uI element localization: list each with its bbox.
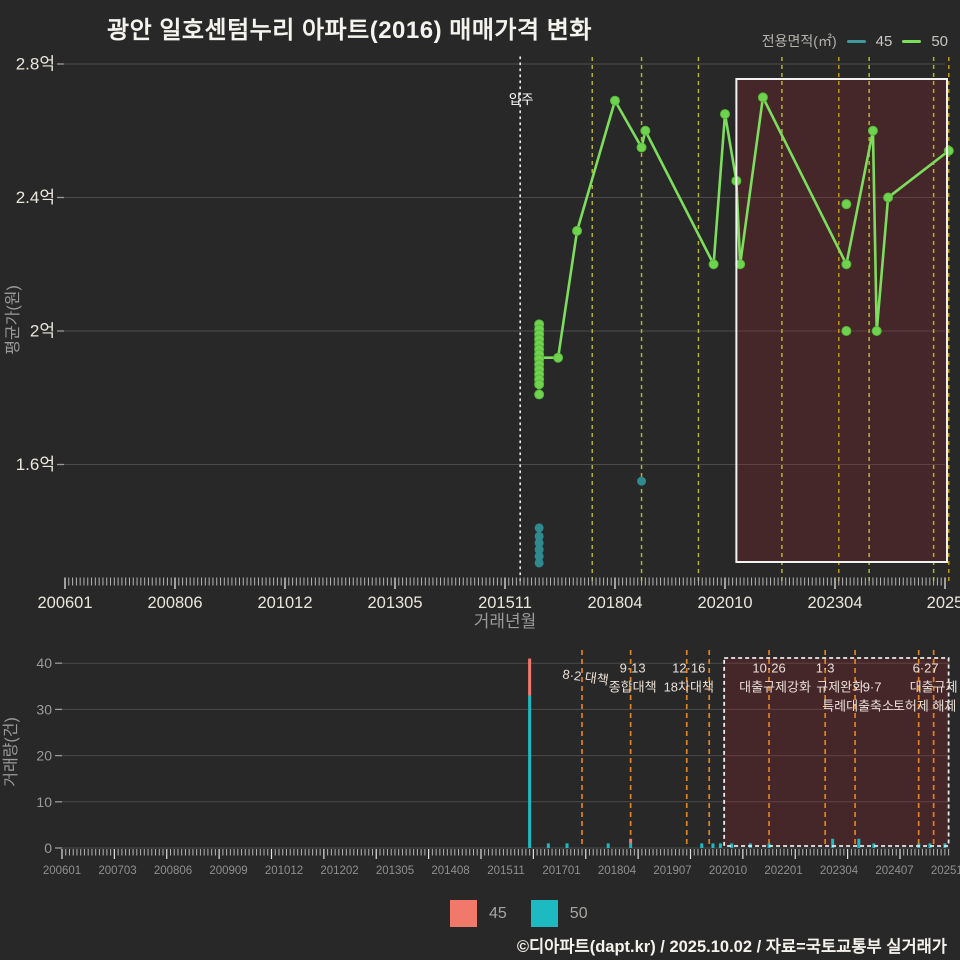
price-highlight-box-border: [735, 78, 949, 563]
volume-xtick: 200806: [154, 865, 192, 877]
price-scatter-45: [534, 476, 647, 568]
price-ytick: 2.4억: [16, 188, 55, 207]
volume-xtick: 201202: [320, 865, 358, 877]
policy-annotation: 18차대책: [664, 680, 714, 695]
svg-text:거래량(건): 거래량(건): [2, 717, 20, 787]
volume-xtick: 202304: [820, 865, 859, 877]
volume-xtick: 202010: [709, 865, 747, 877]
volume-policy-lines: [581, 650, 935, 848]
price-xtick: 200806: [147, 594, 202, 612]
policy-annotation: 9·7: [863, 680, 882, 695]
price-xtick: 200601: [37, 594, 92, 612]
volume-xtick: 201511: [487, 865, 525, 877]
volume-ytick: 20: [36, 748, 52, 764]
price-xtick: 201012: [257, 594, 312, 612]
volume-ytick: 30: [36, 701, 52, 717]
price-xtick: 201511: [478, 594, 532, 612]
price-xlabel: 거래년월: [474, 612, 537, 631]
volume-xtick: 200703: [98, 865, 136, 877]
price-xtick: 2025: [927, 594, 960, 612]
price-highlight-box-fill: [736, 79, 947, 562]
volume-xtick: 200909: [209, 865, 247, 877]
policy-annotation: 대출규제강화: [739, 680, 811, 695]
legend-top-item-45: 45: [875, 32, 893, 50]
volume-annotations: 8·2 대책 9·13 종합대책 12·16 18차대책 10·26 대출규제강화 1·3 규제…: [562, 661, 958, 714]
volume-xtick: 202201: [764, 865, 802, 877]
legend-top: 전용면적(㎡) 45 50: [762, 31, 948, 51]
volume-xtick: 202407: [875, 865, 913, 877]
legend-bottom-item-50: 50: [569, 904, 588, 922]
volume-highlight-box-fill: [724, 658, 949, 846]
volume-ytick: 40: [36, 655, 52, 671]
price-line-50: [534, 92, 954, 363]
volume-ytick: 0: [44, 840, 52, 856]
policy-annotation: 대출규제: [910, 680, 958, 695]
policy-annotation: 종합대책: [609, 680, 657, 695]
page-title: 광안 일호센텀누리 아파트(2016) 매매가격 변화: [107, 17, 592, 44]
move-in-label: 입주: [509, 92, 534, 107]
volume-xaxis: 200601 200703 200806 200909 201012 201202 2013…: [43, 849, 960, 877]
policy-annotation: 10·26: [752, 661, 785, 676]
price-ytick: 1.6억: [16, 455, 55, 474]
policy-annotation: 1·3: [816, 661, 835, 676]
policy-annotation: 토허제 해제: [893, 699, 956, 714]
source-credit: ©디아파트(dapt.kr) / 2025.10.02 / 자료=국토교통부 실…: [516, 938, 947, 956]
price-xtick: 201305: [367, 594, 422, 612]
svg-text:거래년월: 거래년월: [474, 612, 537, 631]
price-move-in: 입주: [509, 56, 534, 586]
volume-grid: 0 10 20 30 40: [36, 655, 950, 856]
legend-top-item-50: 50: [931, 32, 948, 50]
legend-bottom-item-45: 45: [489, 904, 507, 922]
volume-highlight-box-border: [723, 657, 950, 847]
svg-text:평균가(원): 평균가(원): [4, 285, 22, 355]
price-ytick: 2억: [30, 322, 55, 341]
price-grid: 2.8억 2.4억 2억 1.6억: [16, 55, 945, 474]
legend-square-50-icon: [530, 900, 558, 927]
volume-xtick: 201804: [598, 865, 637, 877]
price-ytick: 2.8억: [16, 55, 55, 74]
volume-xtick: 201907: [653, 865, 691, 877]
policy-annotation: 규제완화: [816, 680, 864, 695]
volume-xtick: 201305: [376, 865, 414, 877]
price-ylabel: 평균가(원): [4, 285, 22, 355]
price-xtick: 201804: [587, 594, 642, 612]
policy-annotation: 9·13: [620, 661, 646, 676]
policy-annotation: 12·16: [672, 661, 705, 676]
policy-annotation: 6·27: [913, 661, 939, 676]
price-xaxis: 200601 200806 201012 201305 201511 201804 2020…: [37, 577, 960, 612]
legend-top-title: 전용면적(㎡): [761, 33, 837, 49]
legend-line-45-icon: [846, 39, 866, 43]
policy-annotation: 특례대출축소: [822, 699, 894, 714]
policy-annotation: 8·2 대책: [562, 666, 610, 687]
volume-xtick: 200601: [43, 865, 81, 877]
volume-xtick: 201012: [265, 865, 303, 877]
legend-line-50-icon: [902, 39, 922, 43]
legend-square-45-icon: [450, 900, 477, 927]
price-xtick: 202304: [807, 594, 862, 612]
volume-ytick: 10: [36, 794, 52, 810]
volume-xtick: 201701: [542, 865, 580, 877]
volume-ylabel: 거래량(건): [2, 717, 20, 787]
volume-xtick: 202512: [931, 865, 960, 877]
volume-xtick: 201408: [431, 865, 469, 877]
legend-bottom: 45 50: [450, 900, 600, 927]
price-xtick: 202010: [697, 594, 752, 612]
price-scatter-50: [534, 199, 852, 400]
